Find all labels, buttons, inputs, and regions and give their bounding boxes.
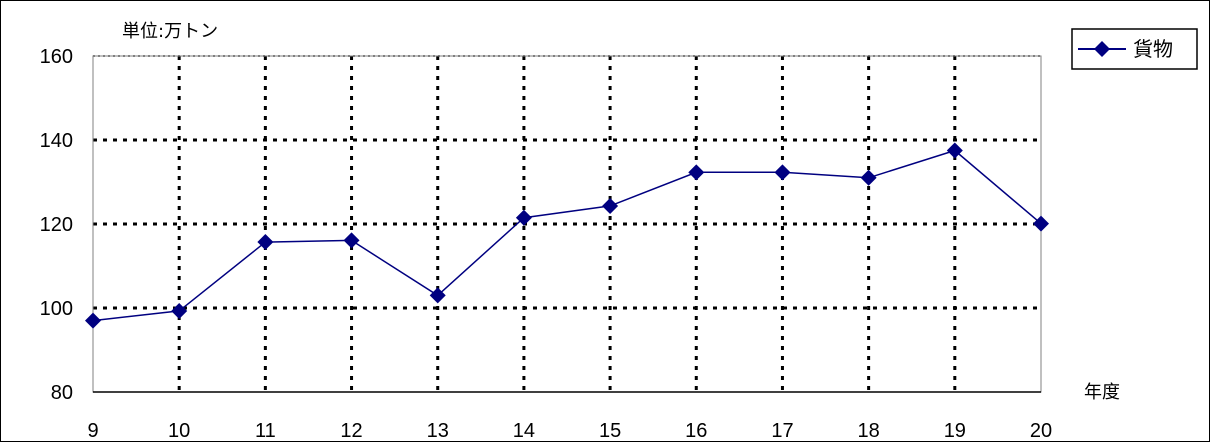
data-point-marker bbox=[774, 164, 791, 181]
data-point-marker bbox=[688, 164, 705, 181]
data-point-marker bbox=[343, 232, 360, 249]
y-tick-label: 100 bbox=[40, 298, 73, 320]
x-tick-label: 9 bbox=[87, 420, 98, 442]
x-tick-label: 19 bbox=[944, 420, 966, 442]
y-tick-label: 120 bbox=[40, 214, 73, 236]
x-axis-title: 年度 bbox=[1084, 382, 1120, 403]
legend: 貨物 bbox=[1071, 28, 1198, 70]
x-tick-label: 14 bbox=[513, 420, 535, 442]
x-tick-label: 15 bbox=[599, 420, 621, 442]
data-point-marker bbox=[515, 209, 532, 226]
series-markers bbox=[85, 142, 1049, 329]
x-tick-label: 12 bbox=[340, 420, 362, 442]
x-tick-label: 17 bbox=[771, 420, 793, 442]
data-point-marker bbox=[257, 234, 274, 251]
data-point-marker bbox=[1033, 215, 1049, 232]
grid-lines bbox=[93, 55, 1041, 392]
y-tick-label: 80 bbox=[51, 382, 73, 404]
series-line-cargo bbox=[92, 149, 1042, 322]
legend-label: 貨物 bbox=[1133, 37, 1173, 61]
data-point-marker bbox=[602, 197, 619, 214]
unit-label: 単位:万トン bbox=[122, 21, 218, 42]
data-point-marker bbox=[860, 169, 877, 186]
data-point-marker bbox=[85, 312, 101, 329]
legend-marker-swatch bbox=[1094, 41, 1110, 57]
data-point-marker bbox=[171, 302, 188, 319]
x-axis-ticks: 9 10 11 12 13 14 15 16 17 18 19 20 bbox=[87, 420, 1052, 442]
x-tick-label: 13 bbox=[427, 420, 449, 442]
x-tick-label: 20 bbox=[1030, 420, 1052, 442]
x-tick-label: 16 bbox=[685, 420, 707, 442]
x-tick-label: 11 bbox=[255, 420, 276, 442]
data-point-marker bbox=[429, 287, 446, 304]
y-tick-label: 160 bbox=[40, 46, 73, 68]
data-point-marker bbox=[946, 142, 963, 159]
x-tick-label: 10 bbox=[168, 420, 190, 442]
y-tick-label: 140 bbox=[40, 130, 73, 152]
y-axis-ticks: 80 100 120 140 160 bbox=[40, 46, 73, 404]
x-tick-label: 18 bbox=[858, 420, 880, 442]
